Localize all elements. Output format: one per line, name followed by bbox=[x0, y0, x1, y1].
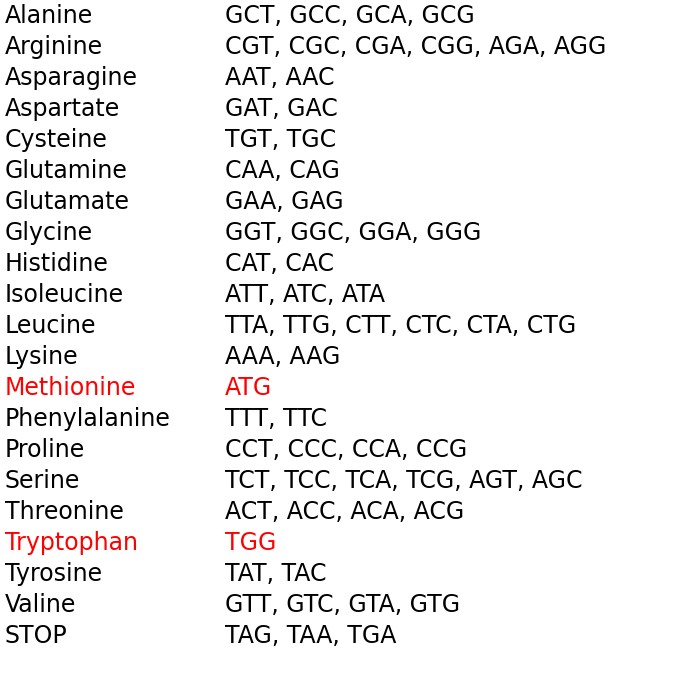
Text: TTT, TTC: TTT, TTC bbox=[225, 407, 327, 431]
Text: GAA, GAG: GAA, GAG bbox=[225, 190, 344, 214]
Text: ATT, ATC, ATA: ATT, ATC, ATA bbox=[225, 283, 385, 307]
Text: GCT, GCC, GCA, GCG: GCT, GCC, GCA, GCG bbox=[225, 4, 475, 28]
Text: Proline: Proline bbox=[5, 438, 85, 462]
Text: Cysteine: Cysteine bbox=[5, 128, 108, 152]
Text: TAG, TAA, TGA: TAG, TAA, TGA bbox=[225, 624, 396, 648]
Text: GGT, GGC, GGA, GGG: GGT, GGC, GGA, GGG bbox=[225, 221, 482, 245]
Text: Arginine: Arginine bbox=[5, 35, 103, 59]
Text: Aspartate: Aspartate bbox=[5, 97, 120, 121]
Text: CAT, CAC: CAT, CAC bbox=[225, 252, 334, 276]
Text: Phenylalanine: Phenylalanine bbox=[5, 407, 171, 431]
Text: Isoleucine: Isoleucine bbox=[5, 283, 124, 307]
Text: GAT, GAC: GAT, GAC bbox=[225, 97, 337, 121]
Text: CAA, CAG: CAA, CAG bbox=[225, 159, 340, 183]
Text: STOP: STOP bbox=[5, 624, 68, 648]
Text: TAT, TAC: TAT, TAC bbox=[225, 562, 326, 586]
Text: Methionine: Methionine bbox=[5, 376, 136, 400]
Text: GTT, GTC, GTA, GTG: GTT, GTC, GTA, GTG bbox=[225, 593, 460, 617]
Text: Threonine: Threonine bbox=[5, 500, 124, 524]
Text: CGT, CGC, CGA, CGG, AGA, AGG: CGT, CGC, CGA, CGG, AGA, AGG bbox=[225, 35, 606, 59]
Text: TGG: TGG bbox=[225, 531, 276, 555]
Text: Glycine: Glycine bbox=[5, 221, 93, 245]
Text: Asparagine: Asparagine bbox=[5, 66, 138, 90]
Text: Alanine: Alanine bbox=[5, 4, 93, 28]
Text: Lysine: Lysine bbox=[5, 345, 78, 369]
Text: Serine: Serine bbox=[5, 469, 80, 493]
Text: ATG: ATG bbox=[225, 376, 272, 400]
Text: AAT, AAC: AAT, AAC bbox=[225, 66, 335, 90]
Text: Tyrosine: Tyrosine bbox=[5, 562, 102, 586]
Text: TTA, TTG, CTT, CTC, CTA, CTG: TTA, TTG, CTT, CTC, CTA, CTG bbox=[225, 314, 576, 338]
Text: Glutamate: Glutamate bbox=[5, 190, 130, 214]
Text: TGT, TGC: TGT, TGC bbox=[225, 128, 336, 152]
Text: Valine: Valine bbox=[5, 593, 76, 617]
Text: Glutamine: Glutamine bbox=[5, 159, 128, 183]
Text: ACT, ACC, ACA, ACG: ACT, ACC, ACA, ACG bbox=[225, 500, 464, 524]
Text: CCT, CCC, CCA, CCG: CCT, CCC, CCA, CCG bbox=[225, 438, 468, 462]
Text: Histidine: Histidine bbox=[5, 252, 109, 276]
Text: Leucine: Leucine bbox=[5, 314, 97, 338]
Text: AAA, AAG: AAA, AAG bbox=[225, 345, 340, 369]
Text: TCT, TCC, TCA, TCG, AGT, AGC: TCT, TCC, TCA, TCG, AGT, AGC bbox=[225, 469, 582, 493]
Text: Tryptophan: Tryptophan bbox=[5, 531, 138, 555]
